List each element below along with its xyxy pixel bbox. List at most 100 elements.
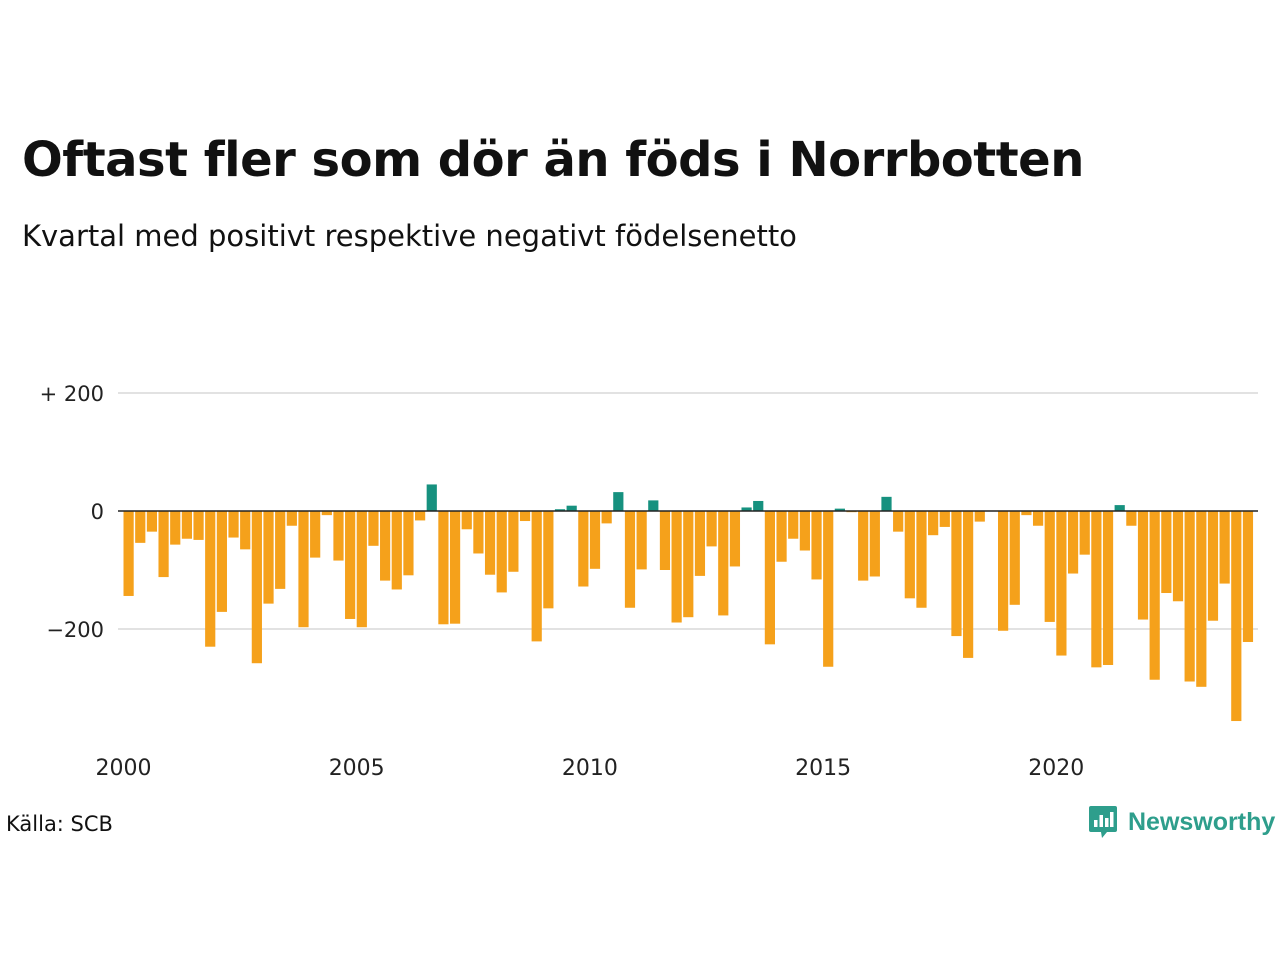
bar bbox=[415, 511, 426, 521]
bar bbox=[531, 511, 542, 642]
bar bbox=[519, 511, 531, 522]
bar bbox=[578, 511, 589, 587]
bar bbox=[263, 511, 274, 604]
bar bbox=[1126, 511, 1137, 526]
bar bbox=[1242, 511, 1254, 642]
bar bbox=[1079, 511, 1090, 555]
bar bbox=[321, 511, 332, 516]
bar bbox=[496, 511, 507, 593]
bar bbox=[1137, 511, 1149, 620]
bar bbox=[1102, 511, 1114, 665]
bar bbox=[438, 511, 449, 625]
bar bbox=[310, 511, 321, 558]
bar bbox=[403, 511, 414, 576]
brand-name: Newsworthy bbox=[1128, 807, 1276, 836]
bar bbox=[1149, 511, 1160, 680]
bar bbox=[974, 511, 985, 522]
bar bbox=[869, 511, 880, 577]
x-tick-label: 2000 bbox=[96, 756, 152, 781]
bar bbox=[1044, 511, 1055, 622]
bar bbox=[543, 511, 554, 609]
bar bbox=[333, 511, 344, 561]
bar bbox=[240, 511, 251, 550]
bar bbox=[904, 511, 915, 599]
bar bbox=[741, 507, 752, 511]
bar bbox=[368, 511, 379, 546]
bar bbox=[391, 511, 402, 590]
bar bbox=[170, 511, 181, 545]
bar bbox=[158, 511, 169, 578]
grid-lines bbox=[118, 392, 1258, 630]
bar bbox=[193, 511, 204, 540]
bar bbox=[275, 511, 286, 589]
bar bbox=[811, 511, 822, 580]
bar bbox=[823, 511, 834, 667]
bar bbox=[1056, 511, 1067, 656]
bar bbox=[916, 511, 927, 608]
bar bbox=[205, 511, 216, 647]
bar bbox=[1032, 511, 1044, 526]
bar bbox=[473, 511, 484, 554]
bar bbox=[963, 511, 974, 658]
x-tick-labels: 2000 2005 2010 2015 2020 bbox=[96, 756, 1085, 781]
x-tick-label: 2010 bbox=[562, 756, 618, 781]
bar bbox=[788, 511, 799, 539]
bar bbox=[764, 511, 775, 645]
y-tick-label: 0 bbox=[91, 500, 104, 524]
bar bbox=[1114, 505, 1125, 511]
y-tick-label: + 200 bbox=[40, 382, 104, 406]
bar bbox=[356, 511, 367, 628]
x-tick-label: 2020 bbox=[1028, 756, 1084, 781]
bar bbox=[694, 511, 706, 576]
bar bbox=[799, 511, 810, 551]
newsworthy-logo: Newsworthy bbox=[1088, 804, 1275, 840]
bar bbox=[1231, 511, 1242, 722]
bar bbox=[181, 511, 192, 539]
bars bbox=[123, 484, 1254, 722]
newsworthy-logo-icon bbox=[1089, 806, 1117, 838]
bar bbox=[648, 500, 659, 511]
bar bbox=[928, 511, 939, 536]
y-tick-label: −200 bbox=[46, 618, 104, 642]
bar bbox=[613, 492, 624, 511]
bar bbox=[1207, 511, 1219, 621]
x-tick-label: 2015 bbox=[795, 756, 851, 781]
bar bbox=[1184, 511, 1195, 682]
bar bbox=[123, 511, 134, 596]
bar bbox=[706, 511, 717, 547]
bar bbox=[286, 511, 297, 526]
bar bbox=[951, 511, 962, 637]
bar bbox=[1219, 511, 1230, 584]
bar bbox=[449, 511, 461, 624]
bar bbox=[1021, 511, 1032, 516]
bar bbox=[566, 505, 577, 511]
bar bbox=[461, 511, 472, 530]
bar bbox=[601, 511, 612, 524]
bar bbox=[834, 508, 845, 511]
chart-subtitle: Kvartal med positivt respektive negativt… bbox=[22, 219, 797, 253]
bar bbox=[380, 511, 391, 581]
bar-chart: + 200 0 −200 2000 2005 2010 2015 2020 bbox=[40, 382, 1258, 781]
bar bbox=[484, 511, 496, 575]
bar bbox=[216, 511, 227, 612]
bar bbox=[1067, 511, 1079, 574]
bar bbox=[671, 511, 682, 623]
bar bbox=[554, 509, 566, 511]
bar bbox=[776, 511, 787, 562]
y-tick-labels: + 200 0 −200 bbox=[40, 382, 104, 642]
bar bbox=[298, 511, 309, 628]
bar bbox=[135, 511, 146, 543]
bar bbox=[508, 511, 519, 572]
bar bbox=[624, 511, 636, 608]
bar bbox=[753, 500, 764, 511]
bar bbox=[228, 511, 239, 538]
chart-title: Oftast fler som dör än föds i Norrbotten bbox=[22, 132, 1084, 188]
bar bbox=[718, 511, 729, 616]
bar bbox=[251, 511, 262, 664]
source-note: Källa: SCB bbox=[6, 812, 113, 836]
bar bbox=[893, 511, 904, 532]
bar bbox=[589, 511, 601, 569]
bar bbox=[1161, 511, 1172, 594]
bar bbox=[998, 511, 1009, 631]
bar bbox=[636, 511, 647, 570]
